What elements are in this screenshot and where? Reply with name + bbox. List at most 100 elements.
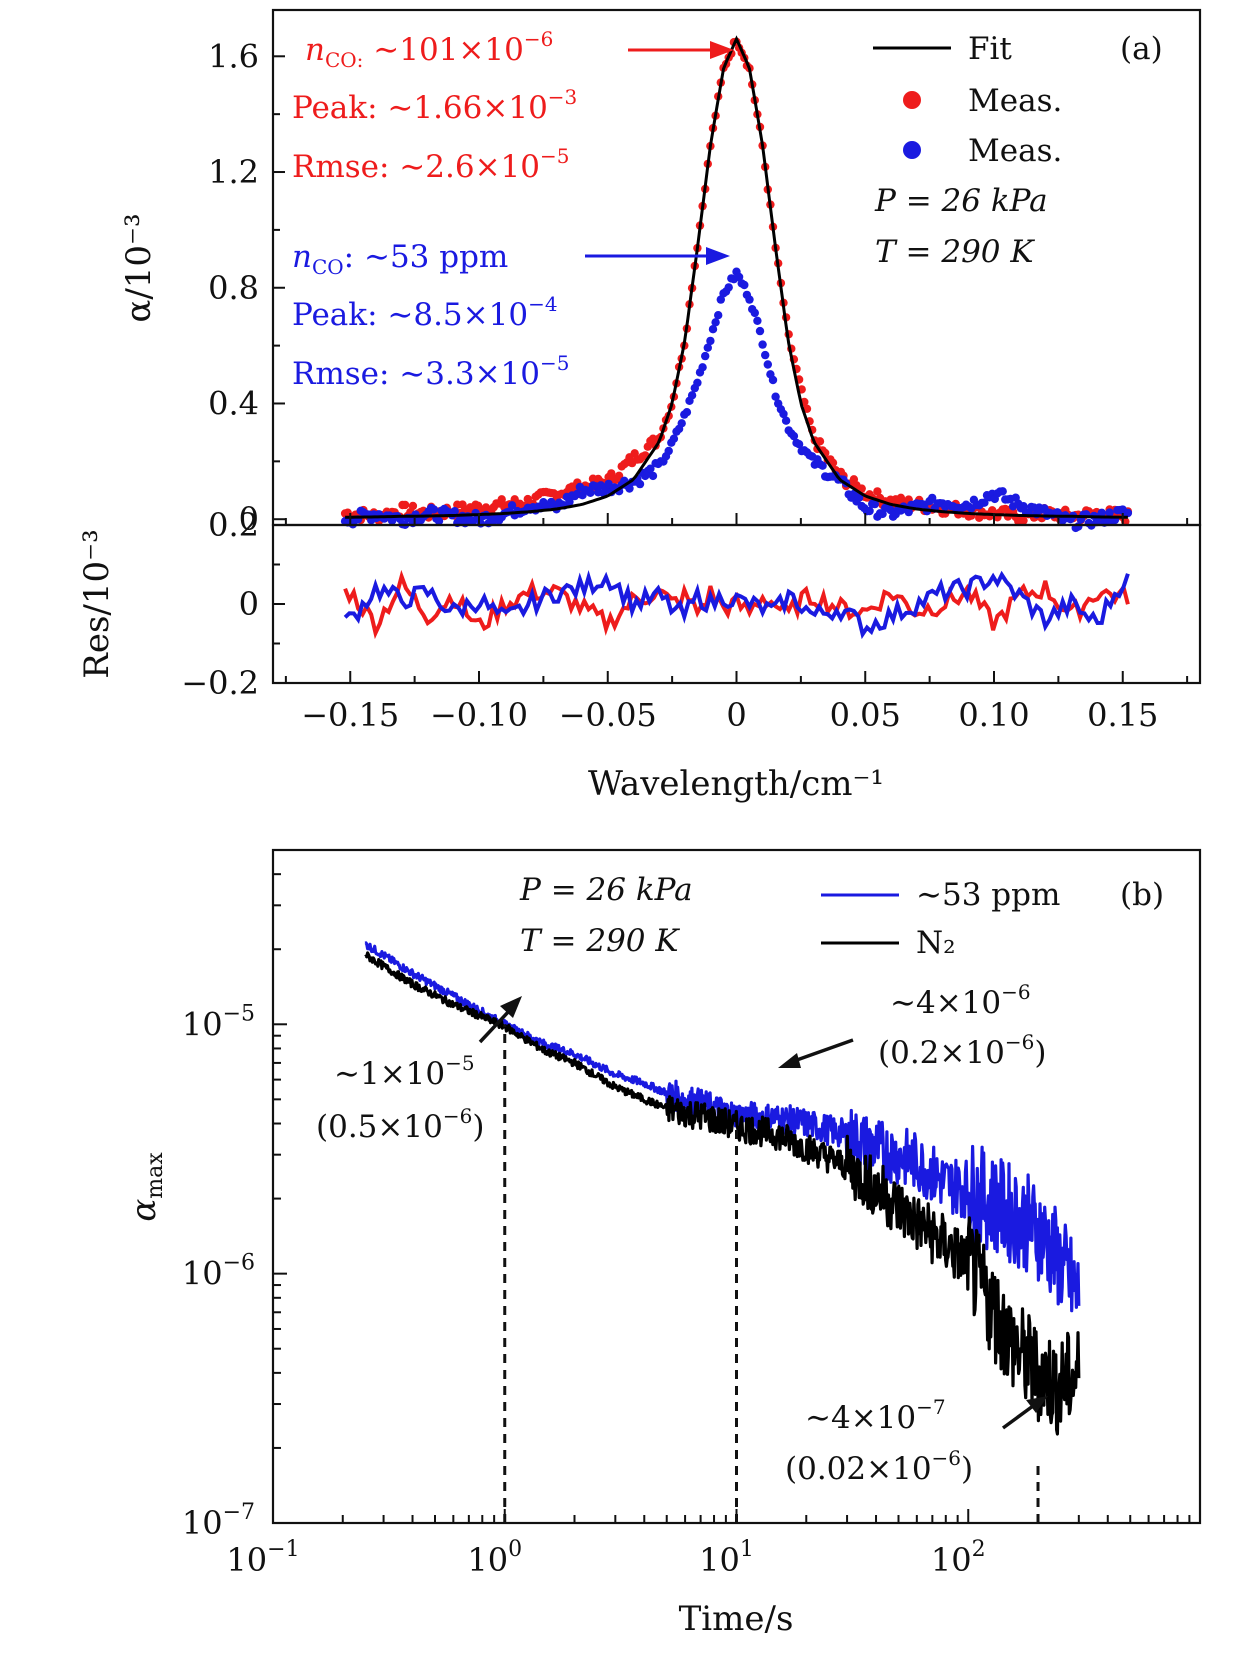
residual-plot-area	[343, 569, 1130, 640]
annotation-200s-uncertainty: (0.02×10−6)	[785, 1446, 973, 1487]
blue-rmse-label: Rmse: ∼3.3×10−5	[292, 351, 569, 392]
blue-annotations: nCO: ∼53 ppm Peak: ∼8.5×10−4 Rmse: ∼3.3×…	[292, 239, 730, 392]
measured-point	[687, 391, 697, 400]
measured-point	[818, 461, 827, 470]
res-y-tick-label: −0.2	[181, 664, 259, 702]
measured-point	[682, 408, 692, 417]
panel-a-label: (a)	[1120, 31, 1163, 67]
measured-point	[904, 507, 913, 517]
measured-point	[586, 488, 595, 497]
pressure-condition-b: P = 26 kPa	[519, 872, 693, 908]
measured-point	[703, 343, 712, 352]
red-peak-arrow-head	[710, 41, 734, 59]
measured-point	[865, 506, 874, 516]
measured-point	[753, 316, 762, 325]
annotation-10s-arrow-line	[793, 1038, 854, 1063]
x-tick-label: 0.15	[1087, 696, 1158, 734]
measured-point	[771, 392, 780, 401]
annotation-1s-value: ∼1×10−5	[334, 1051, 475, 1092]
log-y-tick-label: 10−7	[182, 1500, 255, 1542]
annotation-1s-arrow-head	[500, 996, 522, 1018]
x-tick-label: −0.15	[301, 696, 399, 734]
x-tick-label: 0	[726, 696, 746, 734]
measured-point	[693, 378, 702, 387]
allan-annotations: ∼1×10−5 (0.5×10−6) ∼4×10−6 (0.2×10−6) ∼4…	[316, 980, 1048, 1487]
red-concentration-label: nCO: ∼101×10−6	[305, 27, 553, 72]
absorbance-y-axis-label: α/10⁻³	[119, 213, 159, 322]
measured-point	[768, 375, 778, 385]
measured-point	[998, 487, 1007, 496]
measured-point	[630, 449, 639, 458]
measured-point	[625, 484, 634, 493]
res-y-tick-label: 0.2	[208, 506, 259, 544]
temperature-condition-a: T = 290 K	[875, 234, 1035, 270]
x-tick-label: 0.05	[830, 696, 901, 734]
blue-peak-label: Peak: ∼8.5×10−4	[292, 292, 558, 333]
log-x-tick-label: 10−1	[226, 1537, 299, 1579]
panel-b-label: (b)	[1120, 877, 1164, 913]
measured-point	[701, 351, 710, 361]
measured-point	[614, 471, 624, 480]
measured-point	[1105, 508, 1114, 517]
measured-point	[565, 497, 574, 506]
annotation-10s-arrow-head	[778, 1053, 801, 1068]
measured-point	[781, 416, 791, 425]
measured-point	[779, 409, 788, 419]
measured-point	[706, 336, 715, 346]
x-tick-label: −0.10	[430, 696, 528, 734]
measured-point	[815, 437, 825, 446]
series-n2-line	[364, 951, 1081, 1436]
legend-53ppm-label: ∼53 ppm	[916, 877, 1060, 913]
measured-point	[664, 446, 673, 456]
measured-point	[1074, 522, 1083, 531]
x-tick-label: 0.10	[958, 696, 1029, 734]
annotation-200s-arrow-head	[1026, 1396, 1048, 1413]
measured-point	[434, 516, 444, 526]
y-tick-label: 1.2	[208, 153, 259, 191]
measured-point	[646, 464, 655, 473]
measured-point	[716, 295, 725, 304]
annotation-200s-value: ∼4×10−7	[805, 1395, 946, 1436]
measured-point	[711, 318, 720, 327]
measured-point	[750, 308, 759, 318]
panel-b-ticks: 10−1 100 101 102 10−7 10−6 10−5	[182, 849, 1191, 1579]
measured-point	[734, 272, 744, 282]
panel-a-ticks: 00.40.81.21.6−0.200.2−0.15 −0.10 −0.05 0 0.0…	[181, 37, 1189, 734]
measured-point	[648, 471, 658, 481]
annotation-1s-uncertainty: (0.5×10−6)	[316, 1104, 484, 1145]
annotation-200s-arrow-line	[1001, 1404, 1035, 1430]
measured-point	[1097, 508, 1107, 517]
measured-point	[789, 431, 799, 441]
log-x-tick-label: 101	[699, 1537, 754, 1579]
panel-b-time-series: 10−1 100 101 102 10−7 10−6 10−5 Time/s αmax ∼5…	[124, 848, 1202, 1639]
measured-point	[476, 519, 485, 528]
y-tick-label: 0.8	[208, 269, 259, 307]
legend-fit-label: Fit	[968, 31, 1012, 67]
measured-point	[854, 493, 864, 502]
y-tick-label: 1.6	[208, 37, 259, 75]
annotation-10s-value: ∼4×10−6	[890, 980, 1031, 1021]
measured-point	[724, 283, 733, 292]
measured-point	[1019, 516, 1028, 525]
annotation-1s-arrow-line	[478, 1008, 512, 1044]
measured-point	[745, 295, 754, 304]
measured-point	[708, 325, 718, 334]
residual-y-axis-label: Res/10⁻³	[77, 529, 117, 678]
measured-point	[928, 493, 937, 503]
measured-point	[870, 499, 879, 509]
red-annotations: nCO: ∼101×10−6 Peak: ∼1.66×10−3 Rmse: ∼2…	[292, 27, 734, 185]
legend-red-label: Meas.	[968, 83, 1062, 119]
log-x-tick-label: 102	[931, 1537, 986, 1579]
measured-point	[714, 311, 723, 320]
measured-point	[980, 498, 989, 507]
log-x-tick-label: 100	[467, 1537, 522, 1579]
red-peak-label: Peak: ∼1.66×10−3	[292, 85, 577, 126]
measured-point	[763, 360, 772, 369]
temperature-condition-b: T = 290 K	[520, 923, 680, 959]
time-x-axis-label: Time/s	[679, 1599, 794, 1639]
res-y-tick-label: 0	[239, 585, 259, 623]
measured-point	[794, 440, 804, 449]
y-tick-label: 0.4	[208, 384, 259, 422]
measured-point	[450, 507, 459, 516]
